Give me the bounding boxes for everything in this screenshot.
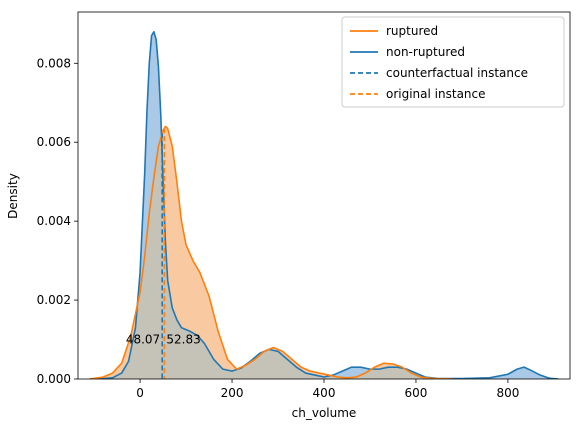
x-axis: 0 200 400 600 800 xyxy=(136,379,519,400)
line-ruptured xyxy=(89,125,453,379)
legend-label-non-ruptured: non-ruptured xyxy=(386,45,465,59)
y-axis: 0.000 0.002 0.004 0.006 0.008 xyxy=(37,56,78,386)
y-tick-label-0.002: 0.002 xyxy=(37,293,71,307)
annotation-52.83: 52.83 xyxy=(166,333,200,347)
legend-label-original-instance: original instance xyxy=(386,87,486,101)
density-fills xyxy=(89,31,559,379)
x-tick-label-200: 200 xyxy=(221,386,244,400)
x-tick-label-600: 600 xyxy=(405,386,428,400)
density-lines xyxy=(89,30,559,379)
y-tick-label-0.006: 0.006 xyxy=(37,135,71,149)
annotation-48.07: 48.07 xyxy=(126,333,160,347)
legend-box xyxy=(341,16,565,108)
x-axis-label: ch_volume xyxy=(292,406,357,420)
fill-ruptured xyxy=(89,126,453,379)
y-tick-label-0.004: 0.004 xyxy=(37,214,71,228)
legend-label-counterfactual-instance: counterfactual instance xyxy=(386,66,528,80)
x-tick-label-0: 0 xyxy=(136,386,144,400)
fill-overlap xyxy=(98,136,453,379)
x-tick-label-800: 800 xyxy=(496,386,519,400)
y-axis-label: Density xyxy=(6,173,20,219)
y-tick-label-0.000: 0.000 xyxy=(37,372,71,386)
x-tick-label-400: 400 xyxy=(313,386,336,400)
instance-lines xyxy=(161,128,166,379)
instance-annotations: 48.07 52.83 xyxy=(126,333,201,347)
legend-label-ruptured: ruptured xyxy=(386,24,438,38)
y-tick-label-0.008: 0.008 xyxy=(37,56,71,70)
legend: ruptured non-ruptured counterfactual insta… xyxy=(341,16,565,108)
